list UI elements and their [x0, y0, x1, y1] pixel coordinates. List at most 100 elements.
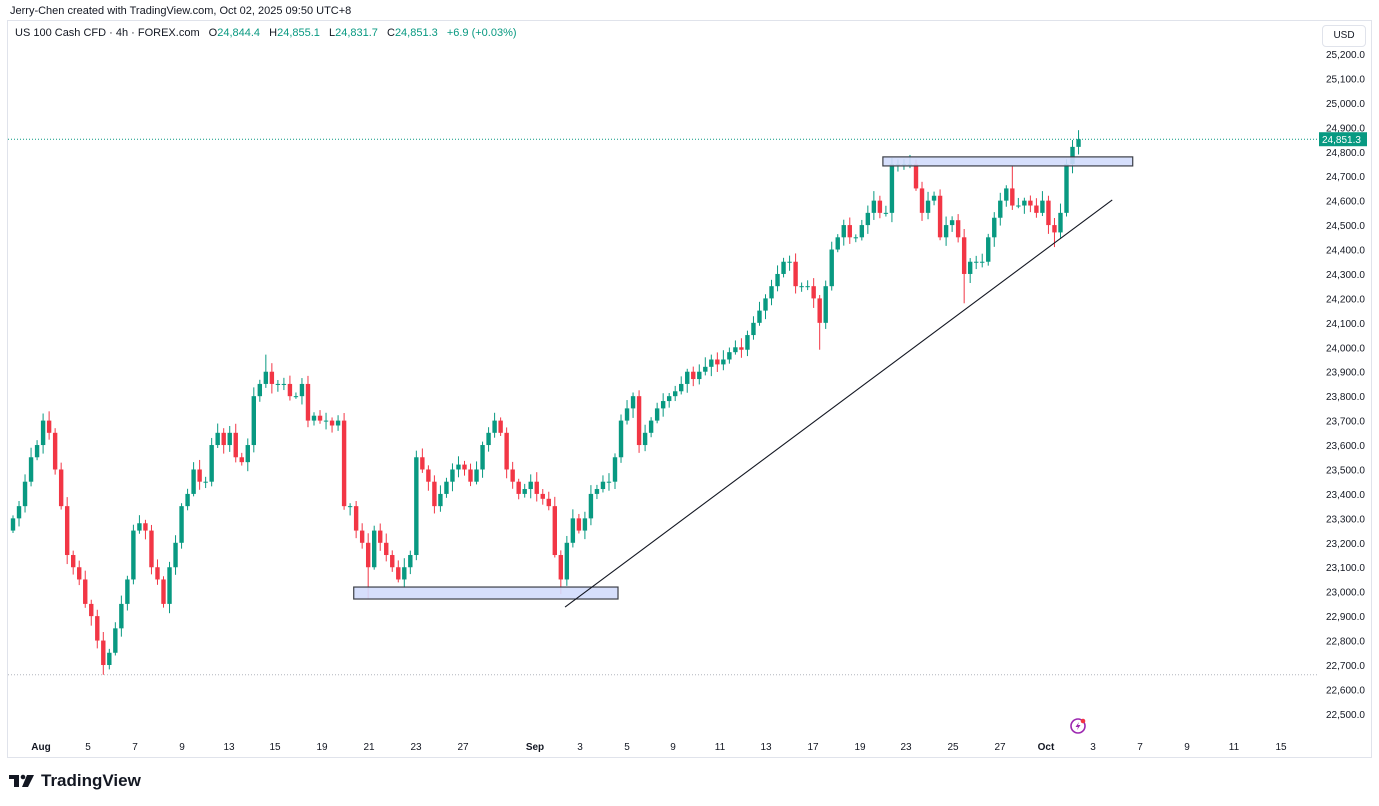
candle-body [335, 420, 341, 426]
price-tick-label: 23,600.0 [1326, 441, 1365, 452]
candle-body [648, 420, 654, 433]
price-tick-label: 23,300.0 [1326, 514, 1365, 525]
candle [534, 472, 539, 502]
candle [34, 440, 40, 461]
candle-body [323, 420, 329, 422]
candle-body [353, 506, 359, 531]
candle [703, 357, 708, 376]
candle-body [281, 383, 287, 385]
candle [919, 181, 925, 221]
candle [251, 387, 256, 453]
candle [390, 550, 395, 572]
candle-body [504, 432, 509, 470]
candle [444, 477, 449, 498]
candle [1016, 197, 1021, 209]
candle-body [64, 506, 70, 556]
candle [594, 484, 600, 500]
price-tick-label: 24,500.0 [1326, 221, 1365, 232]
candle-body [576, 518, 582, 531]
candle [480, 441, 485, 478]
candle [552, 496, 557, 558]
candle-body [757, 310, 762, 323]
candle-body [125, 579, 130, 604]
candle-body [594, 489, 600, 494]
candle-body [1016, 205, 1021, 207]
candle-body [101, 640, 106, 665]
candle [588, 485, 594, 526]
price-tick-label: 23,800.0 [1326, 392, 1365, 403]
resistance-zone-box[interactable] [882, 156, 1134, 167]
candle [335, 415, 341, 431]
candle-body [71, 555, 76, 568]
candle-body [624, 408, 630, 421]
lightning-icon[interactable] [1070, 718, 1086, 734]
candle [847, 217, 852, 244]
candle [709, 354, 714, 377]
candle-body [438, 493, 443, 507]
time-tick-label: 11 [1229, 742, 1240, 753]
candle [992, 212, 997, 247]
time-tick-label: 23 [900, 742, 912, 753]
high-value: 24,855.1 [277, 27, 320, 39]
candle [197, 459, 202, 490]
candle-body [317, 415, 323, 421]
candle-body [642, 432, 648, 446]
candle-body [408, 555, 413, 568]
candle-body [347, 506, 353, 508]
candle [107, 648, 112, 670]
candle [498, 417, 503, 436]
candle-body [185, 493, 190, 507]
support-zone-box[interactable] [353, 586, 619, 600]
candle [414, 450, 419, 561]
candle [131, 524, 136, 585]
candle [137, 515, 142, 534]
candle [462, 460, 467, 476]
currency-button[interactable]: USD [1322, 25, 1366, 47]
symbol-name[interactable]: US 100 Cash CFD · 4h · FOREX.com [15, 27, 200, 39]
time-tick-label: 9 [1184, 742, 1190, 753]
candle [143, 519, 148, 540]
price-tick-label: 24,300.0 [1326, 270, 1365, 281]
candle-body [1028, 200, 1033, 206]
candle [660, 393, 666, 417]
candle [1034, 198, 1039, 218]
tradingview-logo[interactable]: TradingView [9, 771, 141, 791]
candle-body [89, 603, 94, 617]
candle-body [131, 530, 136, 580]
candle [787, 255, 792, 271]
candle-body [1022, 200, 1027, 206]
candle-body [751, 322, 756, 336]
candle-body [179, 506, 184, 543]
candle [630, 392, 636, 418]
ascending-trendline[interactable] [564, 199, 1113, 608]
candle [697, 364, 702, 385]
candle-body [961, 237, 967, 274]
candle-body [311, 415, 317, 421]
candle [311, 412, 317, 426]
candle [937, 189, 943, 241]
high-label: H [269, 27, 278, 39]
candle-body [137, 523, 142, 531]
candle-body [540, 493, 545, 499]
candle [673, 385, 678, 402]
candle-body [522, 489, 527, 494]
time-axis[interactable]: Aug 5 7 9 13 15 19 21 23 27 Sep 3 5 9 11 13 17 19 23 25 27 Oc… [31, 742, 1287, 753]
candle-body [450, 469, 455, 482]
price-axis[interactable]: 25,200.0 25,100.0 25,000.0 24,900.0 24,800.0… [1326, 50, 1365, 721]
candle-body [287, 383, 293, 397]
candle-body [10, 518, 16, 531]
candle-body [299, 383, 305, 397]
candle [823, 280, 828, 329]
candle [317, 410, 323, 424]
time-tick-label: Oct [1038, 742, 1055, 753]
candle [269, 363, 275, 394]
time-tick-label: 5 [624, 742, 630, 753]
candle [841, 219, 846, 246]
candle-body [221, 432, 226, 446]
candle-body [955, 220, 961, 238]
candle [329, 417, 335, 433]
candle-body [943, 225, 949, 238]
candle [89, 599, 94, 626]
candle [408, 550, 413, 575]
